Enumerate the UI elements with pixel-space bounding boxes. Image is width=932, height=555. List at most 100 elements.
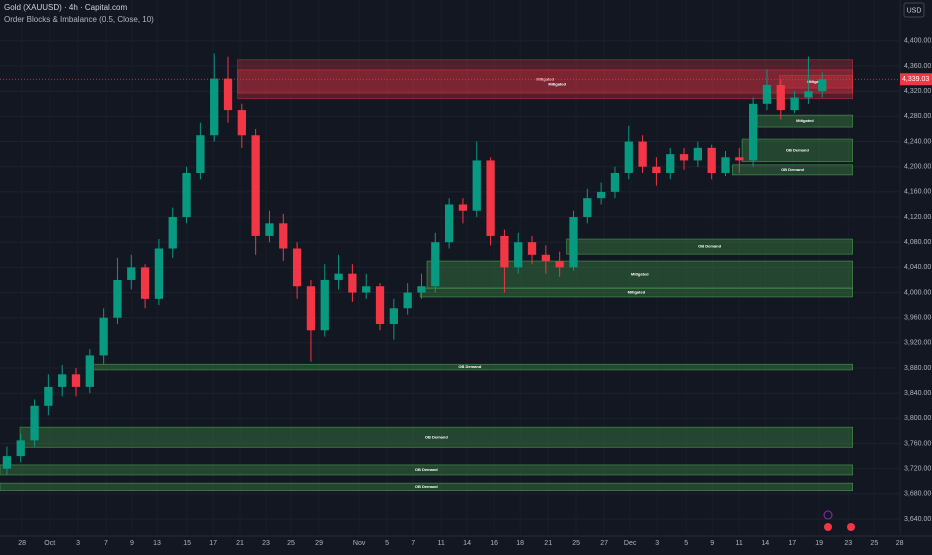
order-block <box>741 138 853 163</box>
event-icon[interactable] <box>847 523 855 531</box>
candle-body <box>804 91 813 98</box>
x-tick-label: 25 <box>870 540 878 547</box>
indicator-title: Order Blocks & Imbalance (0.5, Close, 10… <box>4 15 154 24</box>
y-tick-label: 3,760.00 <box>904 440 931 447</box>
candle-body <box>182 173 191 218</box>
x-tick-label: 23 <box>844 540 852 547</box>
x-tick-label: 21 <box>236 540 244 547</box>
x-tick-label: Oct <box>44 540 55 547</box>
candle-body <box>417 286 426 293</box>
candle-body <box>44 386 53 406</box>
x-tick-label: 9 <box>130 540 134 547</box>
y-tick-label: 4,200.00 <box>904 164 931 171</box>
candle-body <box>154 248 164 299</box>
y-tick-label: 4,280.00 <box>904 113 931 120</box>
candle-body <box>735 157 744 161</box>
candle-body <box>748 103 758 161</box>
last-price-label: 4,339.03 <box>902 76 929 83</box>
currency[interactable]: USD <box>907 7 922 14</box>
candle-body <box>624 141 633 174</box>
zone-label: OB Demand <box>698 244 721 249</box>
candle-body <box>265 223 274 236</box>
x-tick-label: 21 <box>544 540 552 547</box>
order-block <box>237 69 853 94</box>
candle-body <box>71 374 81 387</box>
candle-body <box>444 204 454 243</box>
x-tick-label: 25 <box>287 540 295 547</box>
zone-label: Mitigated <box>536 76 554 81</box>
candle-body <box>569 217 578 268</box>
order-block <box>0 482 853 492</box>
x-tick-label: 11 <box>437 540 444 547</box>
candle-body <box>500 235 509 268</box>
candle-body <box>127 267 136 280</box>
candle-body <box>196 135 205 174</box>
candle-body <box>320 279 329 331</box>
order-block <box>0 464 853 476</box>
candle-body <box>762 84 772 104</box>
candle-body <box>375 286 385 324</box>
x-tick-label: 7 <box>411 540 415 547</box>
event-icon[interactable] <box>823 510 833 520</box>
candle-body <box>58 374 67 387</box>
y-tick-label: 4,120.00 <box>904 214 931 221</box>
y-tick-label: 3,800.00 <box>904 415 931 422</box>
zone-label: OB Demand <box>781 167 804 172</box>
candle-body <box>431 242 440 287</box>
candle-body <box>348 273 357 293</box>
y-tick-label: 3,920.00 <box>904 340 931 347</box>
event-icon[interactable] <box>824 523 832 531</box>
x-tick-label: Dec <box>624 540 637 547</box>
y-tick-label: 4,240.00 <box>904 138 931 145</box>
candle-body <box>168 217 177 249</box>
x-tick-label: 25 <box>572 540 580 547</box>
y-tick-label: 3,960.00 <box>904 315 931 322</box>
zone-label: OB Demand <box>415 467 438 472</box>
last-price-tag <box>900 73 932 86</box>
x-tick-label: 14 <box>761 540 769 547</box>
candle-body <box>583 198 592 218</box>
candle-body <box>693 147 703 161</box>
candle-body <box>113 279 122 318</box>
candle-body <box>527 242 537 255</box>
x-tick-label: Nov <box>353 540 366 547</box>
zone-label: Mitigated <box>631 272 649 277</box>
zone-label: Mitigated <box>807 79 825 84</box>
x-tick-label: 14 <box>463 540 471 547</box>
y-tick-label: 4,400.00 <box>904 38 931 45</box>
candle-body <box>652 166 661 174</box>
candle-body <box>292 248 302 287</box>
candle-body <box>472 160 481 211</box>
plot-area: MitigatedMitigatedMitigatedMitigatedOB D… <box>0 40 899 520</box>
x-tick-label: 7 <box>104 540 108 547</box>
candle-body <box>99 317 108 356</box>
x-tick-label: 15 <box>183 540 191 547</box>
candle-body <box>790 97 799 111</box>
candle-body <box>140 267 150 299</box>
x-tick-label: 9 <box>710 540 714 547</box>
x-tick-label: 5 <box>684 540 688 547</box>
y-tick-label: 3,640.00 <box>904 516 931 523</box>
order-block <box>779 75 853 89</box>
candle-body <box>403 292 412 309</box>
candle-body <box>596 191 606 199</box>
candle-body <box>486 160 495 236</box>
y-tick-label: 4,080.00 <box>904 239 931 246</box>
y-tick-label: 4,360.00 <box>904 63 931 70</box>
x-tick-label: 17 <box>209 540 217 547</box>
zone-label: OB Demand <box>415 484 438 489</box>
zone-label: Mitigated <box>548 82 566 87</box>
zone-label: OB Demand <box>425 434 448 439</box>
x-tick-label: 27 <box>600 540 608 547</box>
candle-body <box>458 204 468 211</box>
candle-body <box>610 173 620 192</box>
currency-button[interactable] <box>903 2 925 18</box>
candle-body <box>721 157 730 174</box>
x-tick-label: 28 <box>896 540 904 547</box>
candle-body <box>514 242 523 268</box>
x-tick-label: 5 <box>385 540 389 547</box>
y-tick-label: 4,000.00 <box>904 289 931 296</box>
candle-body <box>776 84 785 111</box>
zone-label: OB Demand <box>458 364 481 369</box>
